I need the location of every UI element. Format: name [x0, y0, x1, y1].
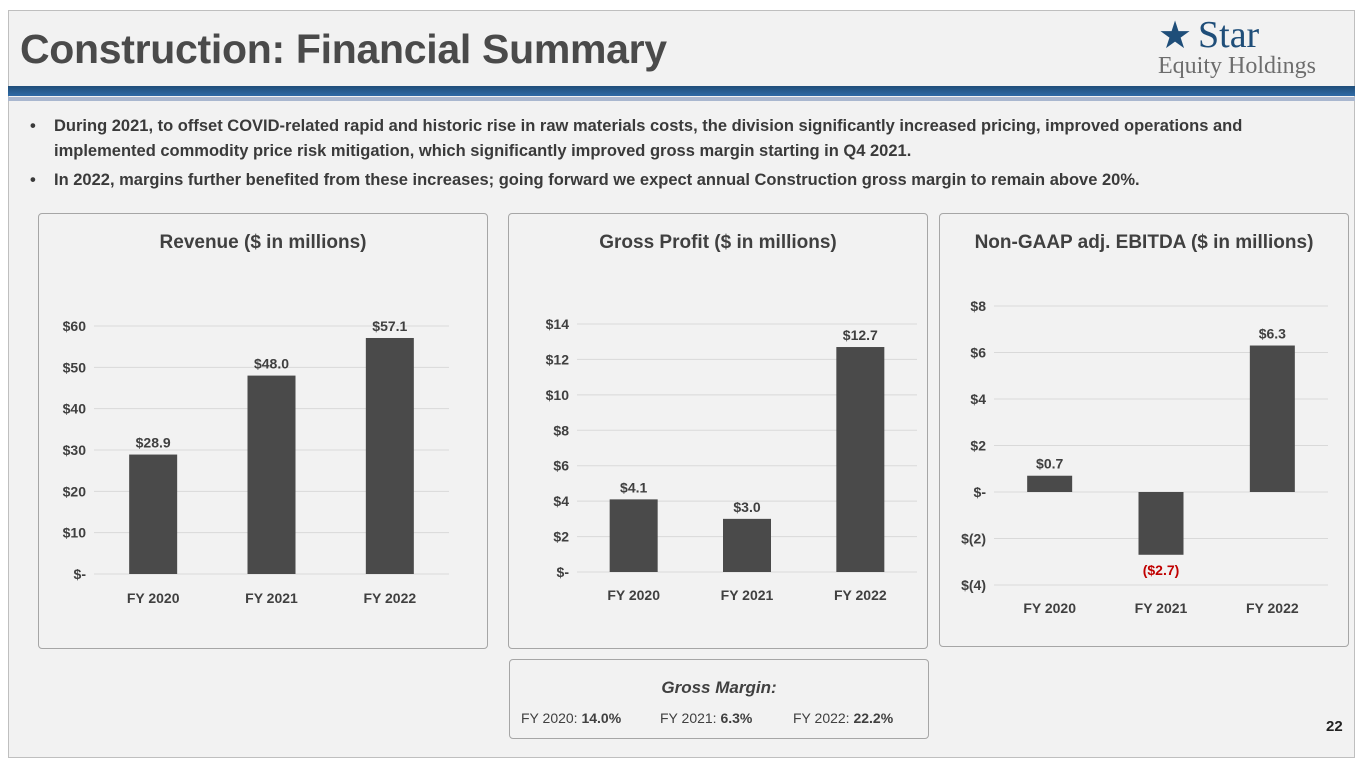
- y-tick-label: $2: [970, 438, 986, 454]
- bar: [609, 499, 658, 572]
- y-tick-label: $6: [553, 458, 569, 474]
- x-tick-label: FY 2020: [1023, 600, 1076, 616]
- company-logo: ★ Star Equity Holdings: [1158, 16, 1348, 86]
- bar: [365, 337, 414, 574]
- bar: [1138, 492, 1184, 555]
- data-label: $0.7: [1036, 456, 1063, 472]
- gross-margin-item: FY 2022: 22.2%: [793, 710, 893, 726]
- bar: [723, 518, 771, 572]
- x-tick-label: FY 2022: [1246, 600, 1299, 616]
- y-tick-label: $10: [546, 387, 570, 403]
- data-label: $4.1: [620, 479, 647, 495]
- y-tick-label: $6: [970, 345, 986, 361]
- chart-title: Gross Profit ($ in millions): [599, 232, 837, 253]
- gross-margin-item: FY 2021: 6.3%: [660, 710, 752, 726]
- gross-margin-value: 14.0%: [581, 710, 622, 726]
- y-tick-label: $12: [546, 351, 570, 367]
- star-icon: ★: [1158, 13, 1193, 57]
- y-tick-label: $14: [546, 316, 570, 332]
- x-tick-label: FY 2021: [721, 587, 774, 603]
- page-number: 22: [1326, 718, 1343, 735]
- header-divider: [8, 86, 1355, 96]
- x-tick-label: FY 2022: [363, 590, 416, 606]
- revenue-chart-panel: Revenue ($ in millions) $- $10 $20 $30 $40 $5…: [38, 213, 488, 649]
- gross-margin-label: FY 2021:: [660, 710, 717, 726]
- gross-margin-item: FY 2020: 14.0%: [521, 710, 621, 726]
- y-tick-label: $-: [74, 566, 87, 582]
- bullet-text: During 2021, to offset COVID-related rap…: [54, 117, 1243, 160]
- header-divider-thin: [8, 97, 1355, 101]
- bullet-list: • During 2021, to offset COVID-related r…: [30, 114, 1330, 197]
- y-tick-label: $8: [970, 298, 986, 314]
- bullet-dot: •: [30, 171, 36, 189]
- y-tick-label: $-: [557, 564, 570, 580]
- y-tick-label: $4: [970, 391, 986, 407]
- y-tick-label: $(2): [961, 531, 986, 547]
- bar: [836, 347, 885, 572]
- bar: [1249, 345, 1295, 492]
- logo-subtitle: Equity Holdings: [1158, 53, 1317, 79]
- y-tick-label: $(4): [961, 577, 986, 593]
- data-label: $3.0: [733, 499, 760, 515]
- gross-profit-chart-panel: Gross Profit ($ in millions) $- $2 $4 $6 $8 $…: [508, 213, 928, 649]
- logo-word: Star: [1198, 14, 1260, 56]
- gross-margin-title: Gross Margin:: [661, 678, 777, 697]
- chart-title: Revenue ($ in millions): [159, 232, 367, 253]
- y-tick-label: $2: [553, 529, 569, 545]
- y-tick-label: $50: [63, 359, 87, 375]
- x-tick-label: FY 2021: [245, 590, 298, 606]
- x-tick-label: FY 2022: [834, 587, 887, 603]
- bullet-dot: •: [30, 117, 36, 135]
- gross-margin-box: Gross Margin: FY 2020: 14.0% FY 2021: 6.…: [509, 659, 929, 739]
- y-tick-label: $-: [974, 484, 987, 500]
- data-label: $57.1: [372, 318, 407, 334]
- bullet-item: • During 2021, to offset COVID-related r…: [30, 114, 1330, 164]
- gross-margin-value: 6.3%: [720, 710, 753, 726]
- y-tick-label: $4: [553, 493, 569, 509]
- y-tick-label: $30: [63, 442, 87, 458]
- bullet-item: • In 2022, margins further benefited fro…: [30, 168, 1330, 193]
- y-tick-label: $60: [63, 318, 87, 334]
- gross-margin-value: 22.2%: [853, 710, 894, 726]
- bar: [247, 375, 296, 574]
- x-tick-label: FY 2021: [1135, 600, 1188, 616]
- bar: [1027, 475, 1073, 492]
- x-tick-label: FY 2020: [607, 587, 660, 603]
- y-tick-label: $8: [553, 422, 569, 438]
- gross-profit-chart: $- $2 $4 $6 $8 $10 $12 $14 $4.1 FY 2020 $3.0 FY 202…: [546, 316, 917, 603]
- bar: [129, 454, 178, 574]
- x-tick-label: FY 2020: [127, 590, 180, 606]
- gross-margin-label: FY 2022:: [793, 710, 850, 726]
- revenue-chart: $- $10 $20 $30 $40 $50 $60 $28.9 FY 2020 $48.0 FY …: [63, 318, 449, 606]
- page-title: Construction: Financial Summary: [20, 26, 667, 72]
- y-tick-label: $20: [63, 483, 87, 499]
- chart-title: Non-GAAP adj. EBITDA ($ in millions): [974, 232, 1314, 253]
- data-label: ($2.7): [1143, 562, 1180, 578]
- ebitda-chart: $(4) $(2) $- $2 $4 $6 $8 $0.7 FY 2020 ($2.7) FY 20…: [961, 298, 1328, 616]
- data-label: $28.9: [136, 435, 171, 451]
- data-label: $6.3: [1259, 326, 1286, 342]
- y-tick-label: $10: [63, 525, 87, 541]
- data-label: $48.0: [254, 356, 289, 372]
- bullet-text: In 2022, margins further benefited from …: [54, 171, 1140, 189]
- y-tick-label: $40: [63, 401, 87, 417]
- data-label: $12.7: [843, 327, 878, 343]
- gross-margin-label: FY 2020:: [521, 710, 578, 726]
- ebitda-chart-panel: Non-GAAP adj. EBITDA ($ in millions) $(4…: [939, 213, 1349, 647]
